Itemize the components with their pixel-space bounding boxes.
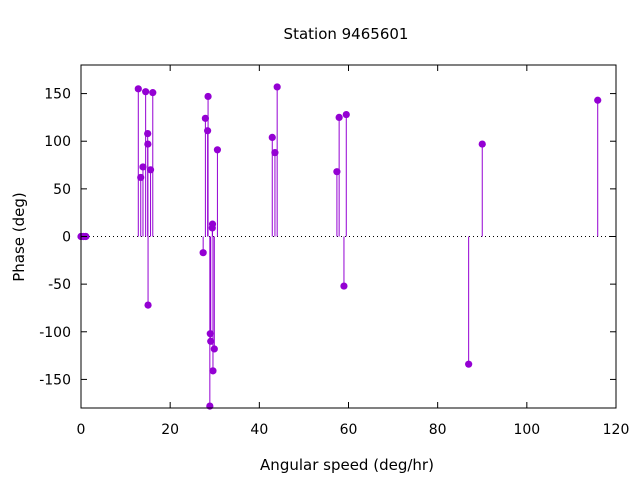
x-axis-title: Angular speed (deg/hr) [260, 456, 434, 474]
data-point [204, 92, 212, 101]
data-point [144, 130, 152, 138]
data-point [149, 89, 157, 97]
data-marks [77, 83, 602, 410]
data-point [134, 85, 142, 93]
data-point [342, 110, 350, 119]
y-tick-label: 100 [44, 134, 71, 150]
data-point [210, 345, 218, 353]
x-tick-label: 20 [161, 422, 179, 438]
data-point [335, 113, 343, 122]
y-tick-label: 150 [44, 87, 71, 103]
data-point [209, 367, 217, 375]
data-point [199, 249, 207, 257]
data-point [144, 140, 152, 148]
data-point [208, 220, 217, 228]
y-axis-title: Phase (deg) [10, 192, 28, 282]
x-tick-label: 0 [77, 422, 86, 438]
data-point [340, 282, 348, 290]
data-point [268, 133, 276, 142]
y-tick-label: -100 [39, 325, 71, 341]
data-point [201, 114, 209, 122]
y-tick-label: 0 [62, 230, 71, 246]
data-point [465, 360, 473, 368]
x-tick-label: 60 [340, 422, 358, 438]
data-point [273, 83, 281, 91]
x-tick-label: 40 [250, 422, 268, 438]
x-tick-label: 80 [429, 422, 447, 438]
y-tick-label: 50 [53, 182, 71, 198]
y-tick-label: -50 [48, 277, 71, 293]
axis-ticks: 0 20 40 60 80 100 120 -150 -100 -50 0 50 100 150 [39, 65, 629, 438]
data-point [142, 88, 150, 96]
x-tick-label: 120 [603, 422, 630, 438]
chart-title: Station 9465601 [284, 25, 409, 43]
data-point [206, 402, 214, 410]
data-point [139, 163, 147, 171]
data-point [594, 96, 602, 104]
x-tick-label: 100 [513, 422, 540, 438]
data-point [478, 140, 486, 148]
data-point [144, 301, 152, 309]
data-point [213, 146, 222, 154]
y-tick-label: -150 [39, 372, 71, 388]
